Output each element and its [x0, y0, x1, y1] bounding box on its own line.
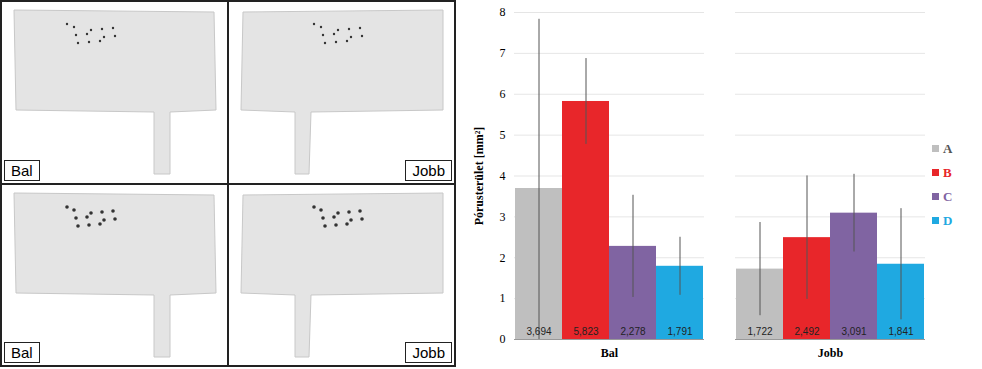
- svg-text:1: 1: [500, 291, 506, 305]
- svg-text:0: 0: [500, 332, 506, 346]
- svg-text:2,278: 2,278: [620, 326, 645, 337]
- svg-text:3,694: 3,694: [526, 326, 551, 337]
- svg-text:8: 8: [500, 5, 506, 19]
- svg-text:4: 4: [500, 169, 506, 183]
- svg-text:6: 6: [500, 87, 506, 101]
- svg-text:1,791: 1,791: [667, 326, 692, 337]
- html-text:Bal: Bal: [11, 161, 33, 179]
- svg-text:5: 5: [500, 128, 506, 142]
- svg-text:3,091: 3,091: [841, 326, 866, 337]
- svg-text:5,823: 5,823: [573, 326, 598, 337]
- svg-text:2: 2: [500, 251, 506, 265]
- html-text:D: D: [943, 212, 953, 228]
- html-text:Bal: Bal: [11, 344, 33, 361]
- svg-text:Bal: Bal: [601, 346, 619, 360]
- svg-text:Jobb: Jobb: [818, 346, 844, 360]
- html-text:A: A: [943, 140, 953, 156]
- svg-text:1,722: 1,722: [747, 326, 772, 337]
- html-text:Jobb: Jobb: [412, 161, 445, 179]
- html-text:Jobb: Jobb: [412, 344, 445, 361]
- svg-text:3: 3: [500, 210, 506, 224]
- svg-text:2,492: 2,492: [794, 326, 819, 337]
- html-text:B: B: [943, 164, 952, 180]
- svg-text:Pórusterület [mm²]: Pórusterület [mm²]: [472, 127, 486, 226]
- svg-text:7: 7: [500, 46, 506, 60]
- svg-text:1,841: 1,841: [888, 326, 913, 337]
- html-text:C: C: [943, 188, 953, 204]
